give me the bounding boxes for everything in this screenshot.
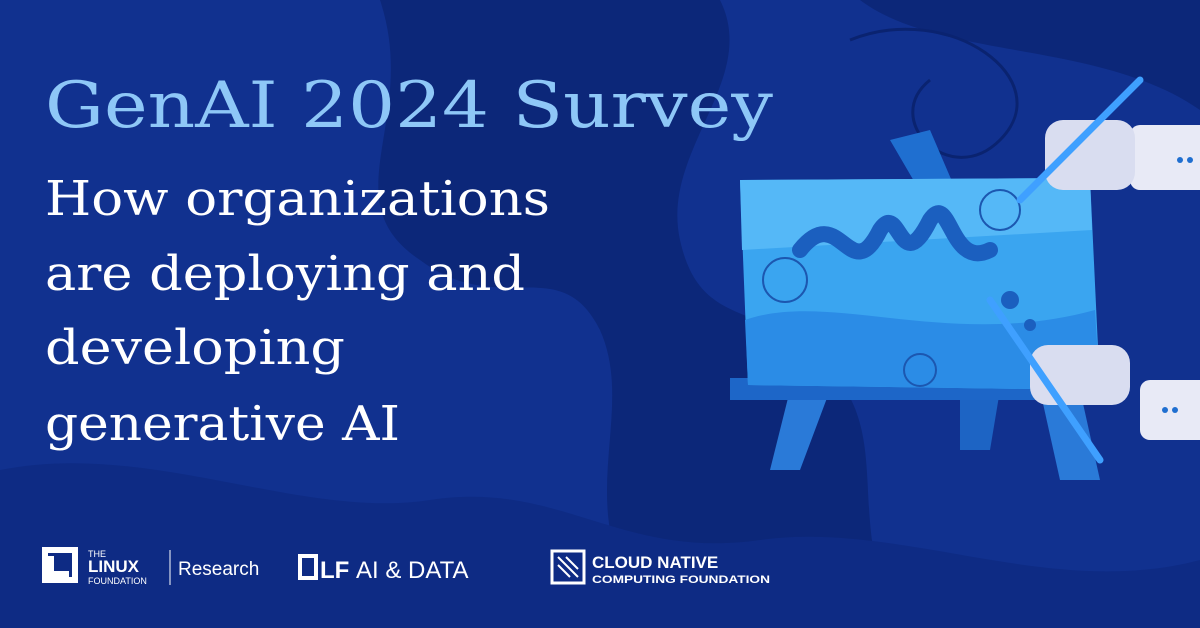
robot-hand	[1016, 76, 1200, 204]
robot-hand	[986, 296, 1200, 464]
painting	[740, 178, 1100, 390]
logo-text: CLOUD NATIVE	[592, 553, 718, 572]
cncf-logo: CLOUD NATIVE COMPUTING FOUNDATION	[550, 549, 770, 586]
linux-foundation-logo: THE LINUX FOUNDATION Research	[42, 547, 259, 586]
logo-text: FOUNDATION	[88, 576, 147, 586]
logo-text: THE	[88, 549, 106, 559]
subtitle-line: developing	[45, 320, 345, 376]
subtitle-line: How organizations	[45, 171, 550, 227]
background-blob	[0, 463, 1200, 628]
subtitle-line: are deploying and	[45, 246, 525, 302]
logo-text: AI & DATA	[356, 557, 468, 584]
logo-text: Research	[178, 559, 259, 580]
lf-ai-data-logo: LF AI & DATA	[298, 554, 468, 584]
logo-text: COMPUTING FOUNDATION	[592, 574, 770, 586]
logo-text: LINUX	[88, 557, 140, 576]
doodle	[849, 27, 1019, 159]
background-blob	[378, 0, 900, 628]
title: GenAI 2024 Survey	[45, 69, 773, 143]
background-blob	[860, 0, 1200, 110]
subtitle-line: generative AI	[45, 396, 400, 452]
logo-text: LF	[320, 557, 349, 584]
